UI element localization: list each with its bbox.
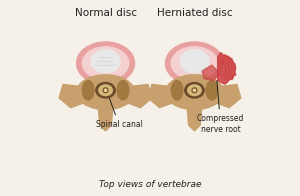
Circle shape (104, 89, 107, 91)
Circle shape (103, 88, 108, 93)
Polygon shape (210, 84, 241, 108)
Ellipse shape (180, 50, 209, 73)
Polygon shape (202, 65, 220, 81)
Ellipse shape (82, 47, 129, 80)
Ellipse shape (206, 81, 218, 100)
Text: Normal disc: Normal disc (75, 8, 136, 18)
Ellipse shape (188, 85, 201, 96)
Ellipse shape (185, 83, 204, 98)
Ellipse shape (117, 81, 129, 100)
Ellipse shape (82, 81, 94, 100)
Polygon shape (148, 84, 179, 108)
Ellipse shape (76, 42, 134, 84)
Text: Spinal canal: Spinal canal (96, 96, 142, 129)
Polygon shape (187, 102, 202, 131)
Text: Compressed
nerve root: Compressed nerve root (197, 81, 244, 134)
Polygon shape (218, 53, 236, 84)
Circle shape (193, 89, 196, 91)
Ellipse shape (96, 83, 115, 98)
Ellipse shape (171, 47, 218, 80)
Text: Herniated disc: Herniated disc (157, 8, 232, 18)
Ellipse shape (91, 50, 120, 73)
Ellipse shape (166, 42, 224, 84)
Circle shape (192, 88, 197, 93)
Polygon shape (98, 102, 113, 131)
Ellipse shape (99, 85, 112, 96)
Ellipse shape (166, 75, 224, 110)
Ellipse shape (171, 81, 183, 100)
Ellipse shape (76, 75, 134, 110)
Text: Top views of vertebrae: Top views of vertebrae (99, 180, 201, 189)
Polygon shape (59, 84, 90, 108)
Polygon shape (121, 84, 152, 108)
